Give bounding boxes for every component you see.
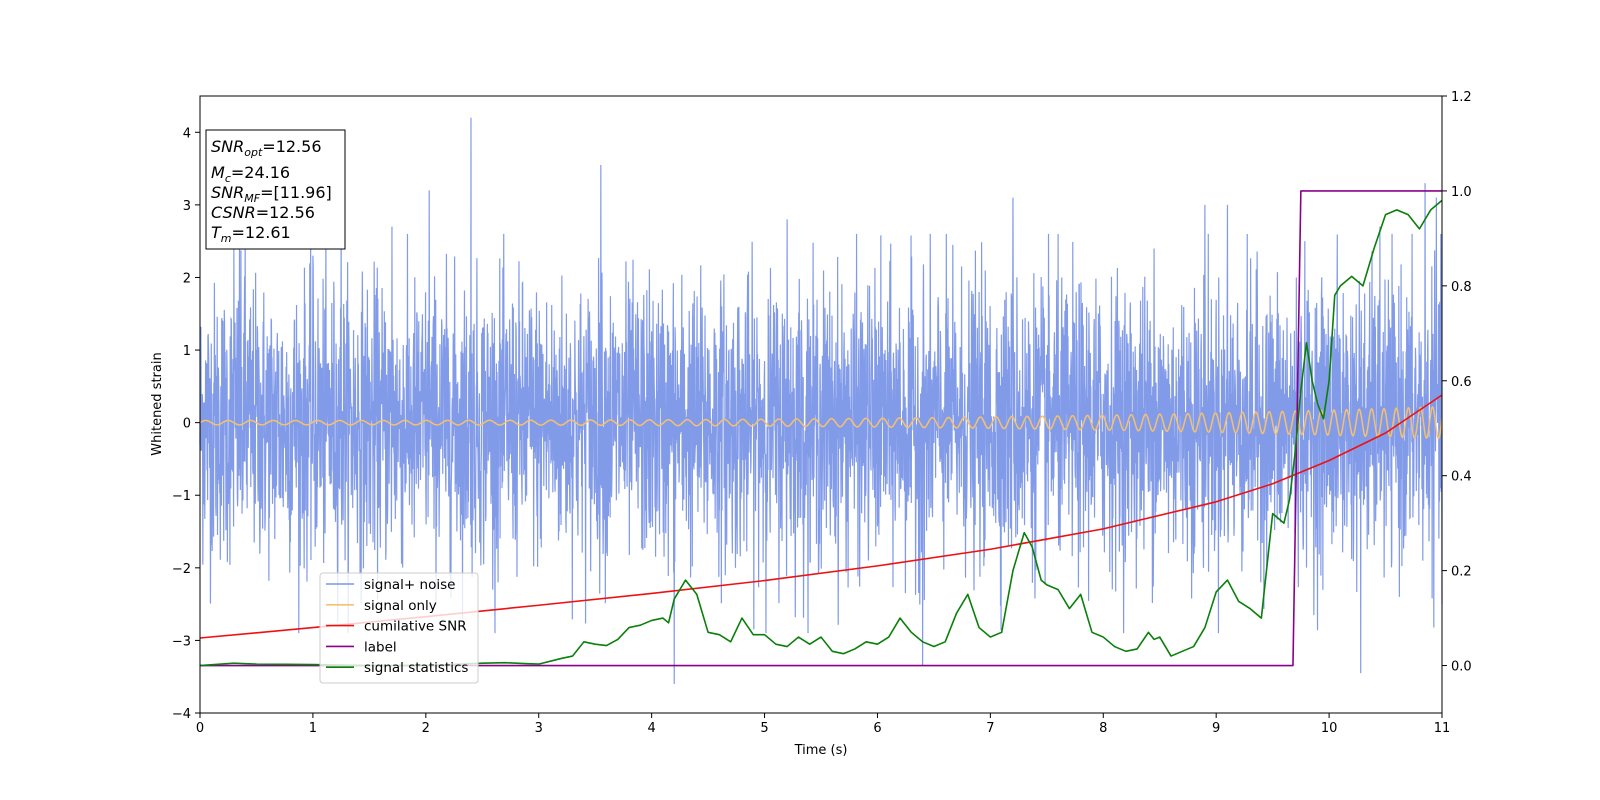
legend-label-1: signal only [364, 598, 437, 614]
y2-tick-label-6: 1.2 [1451, 90, 1472, 105]
y-tick-label-0: −4 [172, 707, 191, 722]
y-axis-label: Whitened strain [150, 352, 165, 455]
info-mc: Mc=24.16 [211, 163, 290, 185]
x-axis-label: Time (s) [794, 743, 848, 758]
x-tick-label-2: 2 [422, 721, 430, 736]
y2-tick-label-1: 0.2 [1451, 565, 1472, 580]
x-tick-label-8: 8 [1099, 721, 1107, 736]
info-snr-mf: SNRMF=[11.96] [211, 183, 332, 205]
legend: signal+ noise signal only cumilative SNR la… [319, 572, 479, 684]
y-tick-label-5: 1 [183, 344, 191, 359]
x-tick-label-1: 1 [309, 721, 317, 736]
info-csnr: CSNR=12.56 [211, 203, 315, 222]
signal-statistics-series [199, 199, 1443, 667]
legend-label-2: cumilative SNR [364, 619, 467, 635]
signal-only-series [199, 405, 1443, 440]
x-tick-label-7: 7 [986, 721, 994, 736]
x-tick-label-9: 9 [1212, 721, 1220, 736]
signal-noise-series [199, 117, 1443, 684]
x-tick-label-3: 3 [535, 721, 543, 736]
y-tick-label-1: −3 [172, 634, 191, 649]
signal-only-line [199, 405, 1443, 440]
info-snr-opt: SNRopt=12.56 [211, 137, 322, 159]
y-tick-label-8: 4 [183, 126, 191, 141]
plot-frame [199, 95, 1443, 714]
y-axis-left: −4 −3 −2 −1 0 1 2 3 4 [172, 126, 200, 722]
info-tm: Tm=12.61 [211, 223, 291, 245]
x-tick-label-11: 11 [1434, 721, 1451, 736]
y2-tick-label-3: 0.6 [1451, 375, 1472, 390]
legend-label-4: signal statistics [364, 660, 468, 676]
y2-tick-label-5: 1.0 [1451, 185, 1472, 200]
y2-tick-label-2: 0.4 [1451, 470, 1472, 485]
x-tick-label-4: 4 [647, 721, 655, 736]
y-tick-label-3: −1 [172, 489, 191, 504]
y2-tick-label-4: 0.8 [1451, 280, 1472, 295]
y-axis-right: 0.0 0.2 0.4 0.6 0.8 1.0 1.2 [1442, 90, 1472, 675]
y2-tick-label-0: 0.0 [1451, 660, 1472, 675]
y-tick-label-6: 2 [183, 271, 191, 286]
y-tick-label-2: −2 [172, 562, 191, 577]
x-tick-label-6: 6 [873, 721, 881, 736]
x-axis: 0 1 2 3 4 5 6 7 8 9 10 11 [196, 713, 1450, 736]
x-tick-label-5: 5 [760, 721, 768, 736]
info-box: SNRopt=12.56 Mc=24.16 SNRMF=[11.96] CSNR… [205, 129, 346, 250]
x-tick-label-0: 0 [196, 721, 204, 736]
legend-label-0: signal+ noise [364, 577, 455, 593]
y-tick-label-4: 0 [183, 417, 191, 432]
signal-noise-line [199, 117, 1443, 684]
x-tick-label-10: 10 [1321, 721, 1338, 736]
signal-statistics-line [199, 199, 1443, 667]
legend-label-3: label [364, 639, 397, 655]
y-tick-label-7: 3 [183, 199, 191, 214]
